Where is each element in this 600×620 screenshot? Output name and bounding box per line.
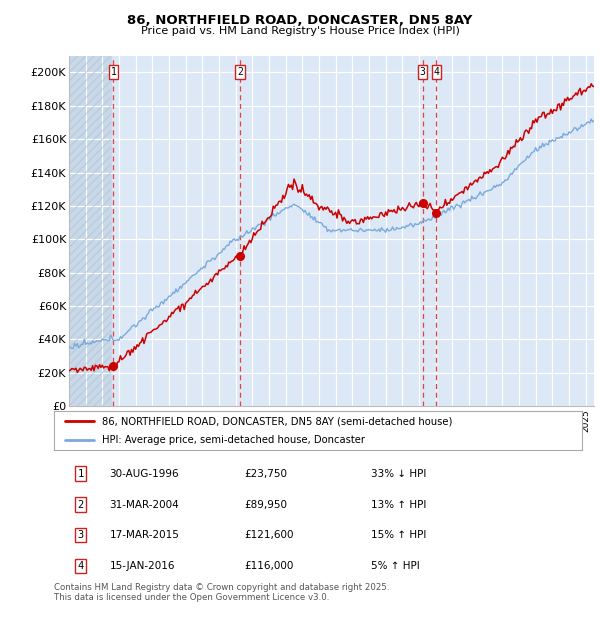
Text: Price paid vs. HM Land Registry's House Price Index (HPI): Price paid vs. HM Land Registry's House …	[140, 26, 460, 36]
Bar	[110, 56, 594, 406]
Text: 33% ↓ HPI: 33% ↓ HPI	[371, 469, 426, 479]
Text: 2: 2	[237, 67, 243, 77]
Text: £23,750: £23,750	[244, 469, 287, 479]
Text: 4: 4	[433, 67, 439, 77]
Text: 4: 4	[77, 561, 83, 571]
Text: 15-JAN-2016: 15-JAN-2016	[109, 561, 175, 571]
Text: 5% ↑ HPI: 5% ↑ HPI	[371, 561, 419, 571]
Text: 1: 1	[110, 67, 116, 77]
Text: 31-MAR-2004: 31-MAR-2004	[109, 500, 179, 510]
Text: 17-MAR-2015: 17-MAR-2015	[109, 530, 179, 540]
Text: 13% ↑ HPI: 13% ↑ HPI	[371, 500, 426, 510]
Text: £89,950: £89,950	[244, 500, 287, 510]
Bar	[69, 56, 110, 406]
Text: 3: 3	[77, 530, 83, 540]
Text: 2: 2	[77, 500, 83, 510]
Text: 15% ↑ HPI: 15% ↑ HPI	[371, 530, 426, 540]
Text: 30-AUG-1996: 30-AUG-1996	[109, 469, 179, 479]
Text: £116,000: £116,000	[244, 561, 293, 571]
Text: HPI: Average price, semi-detached house, Doncaster: HPI: Average price, semi-detached house,…	[101, 435, 365, 445]
Text: 86, NORTHFIELD ROAD, DONCASTER, DN5 8AY: 86, NORTHFIELD ROAD, DONCASTER, DN5 8AY	[127, 14, 473, 27]
Text: 86, NORTHFIELD ROAD, DONCASTER, DN5 8AY (semi-detached house): 86, NORTHFIELD ROAD, DONCASTER, DN5 8AY …	[101, 417, 452, 427]
Text: 1: 1	[77, 469, 83, 479]
Text: 3: 3	[419, 67, 425, 77]
Text: £121,600: £121,600	[244, 530, 293, 540]
Bar	[69, 56, 110, 406]
Text: Contains HM Land Registry data © Crown copyright and database right 2025.
This d: Contains HM Land Registry data © Crown c…	[54, 583, 389, 602]
